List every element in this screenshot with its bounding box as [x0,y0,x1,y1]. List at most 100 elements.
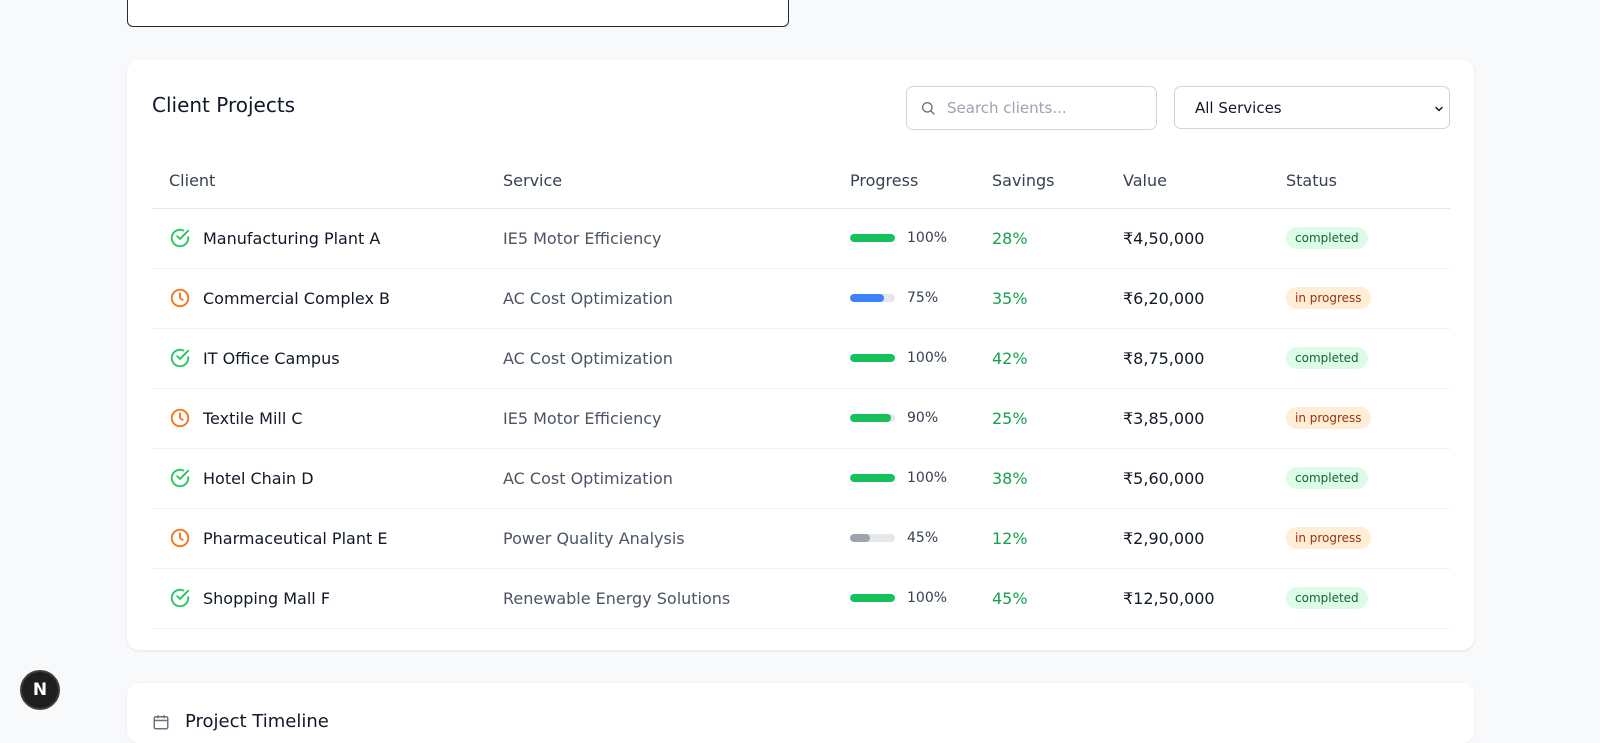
table-row[interactable]: Pharmaceutical Plant E Power Quality Ana… [152,508,1450,569]
status-badge: completed [1286,347,1368,369]
client-name: Manufacturing Plant A [203,228,381,248]
project-value: ₹6,20,000 [1123,288,1205,308]
status-badge: completed [1286,467,1368,489]
project-value: ₹5,60,000 [1123,468,1205,488]
savings-value: 45% [992,588,1028,608]
table-row[interactable]: Manufacturing Plant A IE5 Motor Efficien… [152,208,1450,269]
service-name: IE5 Motor Efficiency [503,408,662,428]
client-name: Hotel Chain D [203,468,314,488]
search-box[interactable] [906,86,1157,130]
cell-savings: 28% [992,208,1123,269]
cell-savings: 35% [992,268,1123,329]
progress-bar [850,234,895,242]
cell-service: Power Quality Analysis [503,508,850,569]
header-value: Value [1123,153,1286,209]
client-name: Textile Mill C [203,408,303,428]
status-badge: in progress [1286,287,1371,309]
savings-value: 38% [992,468,1028,488]
cell-progress: 45% [850,508,992,569]
project-value: ₹3,85,000 [1123,408,1205,428]
status-badge: in progress [1286,527,1371,549]
top-card [127,0,789,27]
service-filter-value: All Services [1195,99,1282,117]
table-row[interactable]: Commercial Complex B AC Cost Optimizatio… [152,268,1450,329]
next-dev-tools-button[interactable]: N [20,670,60,710]
clock-icon [170,528,190,548]
project-value: ₹4,50,000 [1123,228,1205,248]
project-value: ₹8,75,000 [1123,348,1205,368]
cell-value: ₹2,90,000 [1123,508,1286,569]
cell-progress: 90% [850,388,992,449]
cell-service: AC Cost Optimization [503,448,850,509]
savings-value: 12% [992,528,1028,548]
header-status: Status [1286,153,1450,209]
progress-bar [850,294,895,302]
header-client: Client [152,153,503,209]
cell-service: Renewable Energy Solutions [503,568,850,629]
timeline-title: Project Timeline [185,711,329,732]
header-savings: Savings [992,153,1123,209]
cell-client: Manufacturing Plant A [152,208,503,269]
project-value: ₹2,90,000 [1123,528,1205,548]
progress-percent: 100% [907,470,948,486]
savings-value: 35% [992,288,1028,308]
project-timeline-card: Project Timeline [127,683,1474,743]
client-name: Pharmaceutical Plant E [203,528,388,548]
service-name: Power Quality Analysis [503,528,685,548]
table-row[interactable]: Hotel Chain D AC Cost Optimization 100% … [152,448,1450,509]
table-row[interactable]: Textile Mill C IE5 Motor Efficiency 90% … [152,388,1450,449]
cell-status: in progress [1286,388,1450,449]
cell-client: IT Office Campus [152,328,503,389]
search-input[interactable] [947,87,1147,129]
progress-bar [850,594,895,602]
cell-service: AC Cost Optimization [503,328,850,389]
cell-value: ₹5,60,000 [1123,448,1286,509]
table-header-row: Client Service Progress Savings Value St… [152,153,1450,209]
chevron-down-icon [1435,106,1443,112]
cell-value: ₹3,85,000 [1123,388,1286,449]
project-value: ₹12,50,000 [1123,588,1215,608]
service-name: AC Cost Optimization [503,288,673,308]
clock-icon [170,288,190,308]
table-row[interactable]: Shopping Mall F Renewable Energy Solutio… [152,568,1450,629]
service-name: IE5 Motor Efficiency [503,228,662,248]
cell-savings: 25% [992,388,1123,449]
cell-client: Pharmaceutical Plant E [152,508,503,569]
cell-savings: 45% [992,568,1123,629]
cell-savings: 38% [992,448,1123,509]
cell-client: Textile Mill C [152,388,503,449]
progress-bar-fill [850,534,871,542]
progress-bar [850,354,895,362]
cell-progress: 100% [850,328,992,389]
header-progress: Progress [850,153,992,209]
cell-status: completed [1286,208,1450,269]
cell-service: IE5 Motor Efficiency [503,208,850,269]
progress-bar-fill [850,594,895,602]
status-badge: completed [1286,227,1368,249]
service-name: AC Cost Optimization [503,468,673,488]
cell-client: Commercial Complex B [152,268,503,329]
cell-progress: 100% [850,208,992,269]
cell-progress: 75% [850,268,992,329]
header-service: Service [503,153,850,209]
progress-bar-fill [850,234,895,242]
status-badge: completed [1286,587,1368,609]
progress-bar [850,474,895,482]
service-filter-select[interactable]: All Services [1174,86,1450,129]
progress-bar-fill [850,414,891,422]
progress-percent: 100% [907,230,948,246]
cell-savings: 12% [992,508,1123,569]
progress-bar [850,534,895,542]
cell-client: Hotel Chain D [152,448,503,509]
cell-status: in progress [1286,508,1450,569]
projects-table: Client Service Progress Savings Value St… [152,153,1450,629]
cell-client: Shopping Mall F [152,568,503,629]
savings-value: 28% [992,228,1028,248]
savings-value: 25% [992,408,1028,428]
savings-value: 42% [992,348,1028,368]
progress-percent: 100% [907,350,948,366]
progress-bar [850,414,895,422]
cell-service: IE5 Motor Efficiency [503,388,850,449]
clock-icon [170,408,190,428]
table-row[interactable]: IT Office Campus AC Cost Optimization 10… [152,328,1450,389]
